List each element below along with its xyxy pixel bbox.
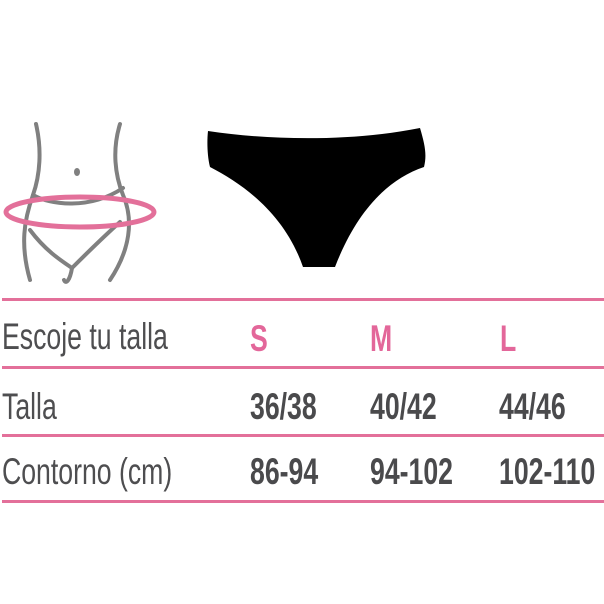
brief-underwear-icon [207, 128, 426, 267]
size-m: M [370, 318, 393, 359]
value-s: 86-94 [250, 451, 319, 492]
table-rule [2, 434, 604, 437]
value-l: 102-110 [499, 451, 596, 492]
value-m: 40/42 [370, 386, 437, 427]
row-label: Contorno (cm) [2, 451, 173, 492]
value-s: 36/38 [250, 386, 317, 427]
table-rule-top [2, 298, 604, 301]
value-m: 94-102 [370, 451, 453, 492]
size-s: S [250, 318, 268, 359]
table-rule-bottom [2, 500, 604, 503]
size-l: L [500, 318, 517, 359]
waist-measure-figure-icon [3, 122, 157, 284]
table-rule [2, 366, 604, 369]
value-l: 44/46 [499, 386, 566, 427]
header-label: Escoje tu talla [2, 316, 168, 357]
row-label: Talla [2, 386, 57, 427]
